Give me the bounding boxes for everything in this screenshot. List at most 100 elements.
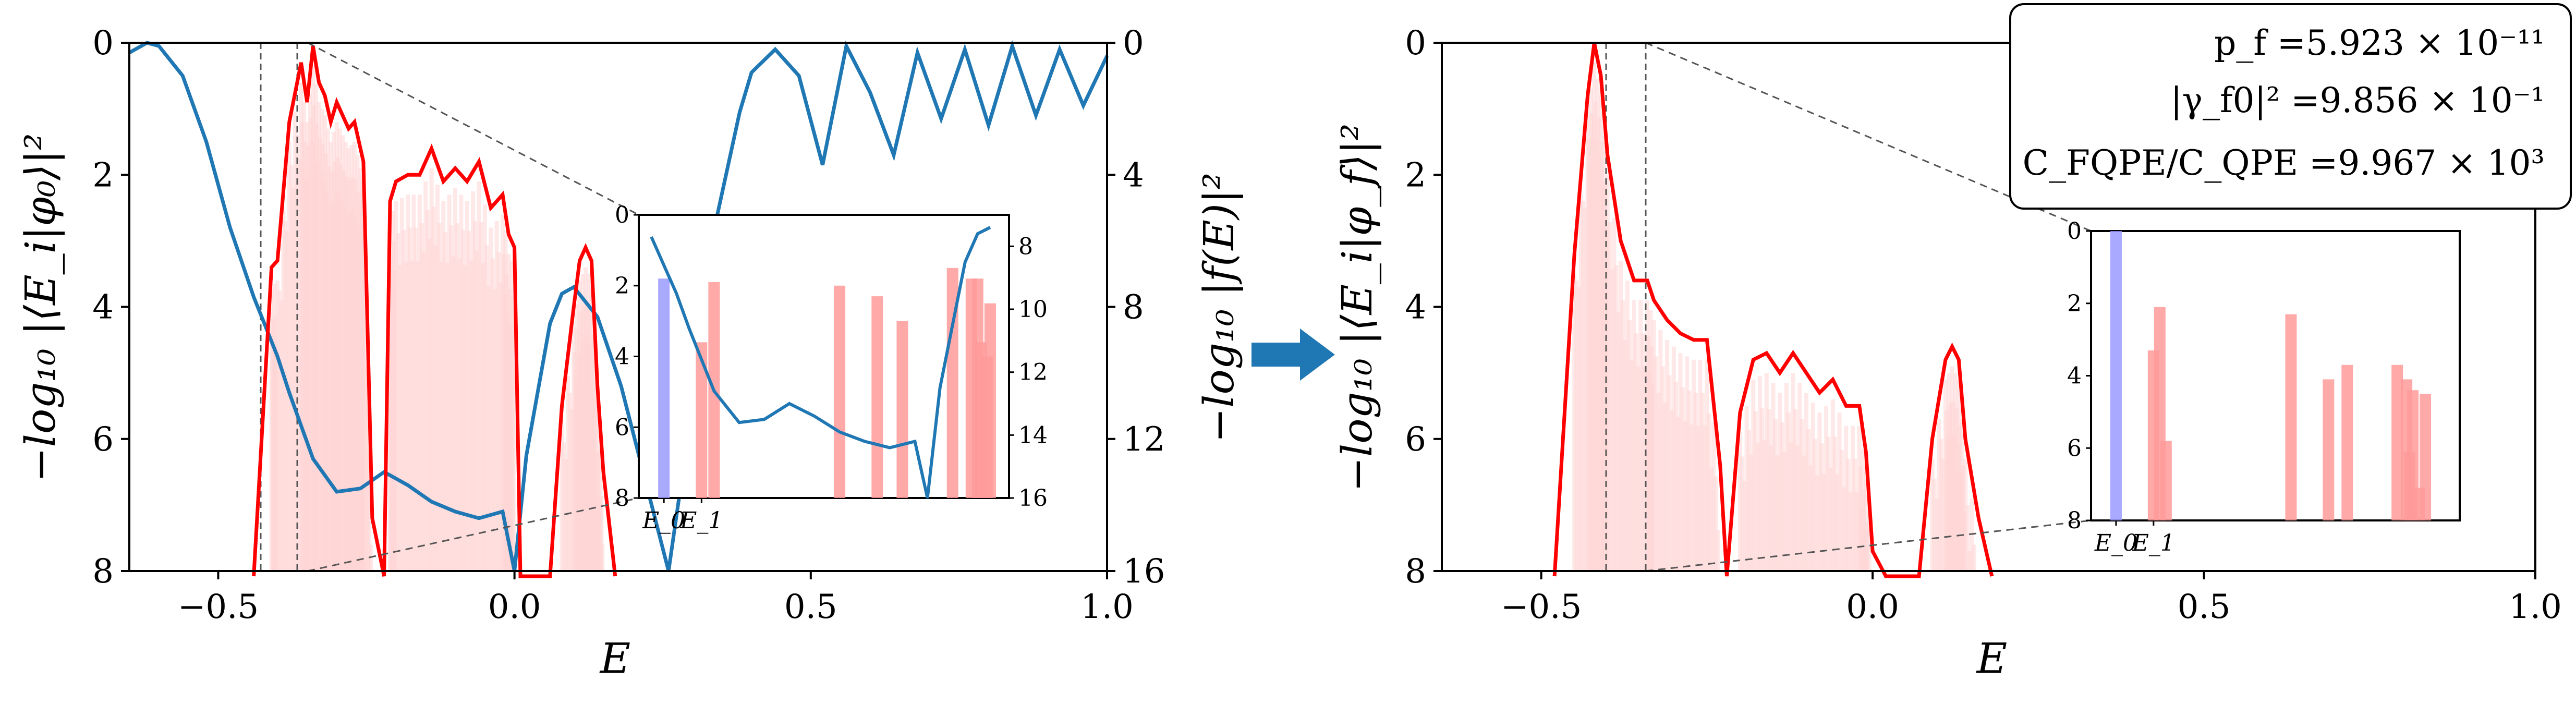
left-panel: −0.5 0.0 0.5 1.0 0 2 4 6 8 0 4 8 12 16 E −log₁₀ |⟨E_i… xyxy=(16,24,1243,683)
left-light-bars xyxy=(269,66,605,572)
overlap-envelope-curve xyxy=(252,45,617,578)
spectral-bar xyxy=(1630,359,1634,571)
spectral-bar xyxy=(1839,450,1844,571)
inset-bar xyxy=(658,278,670,498)
spectral-bar xyxy=(1680,387,1685,571)
spectral-bar xyxy=(1740,456,1745,571)
spectral-bar xyxy=(1808,465,1813,571)
spectral-bar xyxy=(1641,333,1645,571)
overlap-envelope-curve-final xyxy=(1552,42,1994,578)
inset-bar xyxy=(2391,365,2403,520)
transform-arrow xyxy=(1251,329,1335,381)
y2-tick-label: 0 xyxy=(1123,24,1144,63)
left-zoom-line-bottom xyxy=(307,497,639,572)
inset-y-tick-label: 0 xyxy=(615,202,629,228)
x-tick-label: 1.0 xyxy=(1080,588,1134,626)
y-tick-label: 0 xyxy=(1405,24,1426,63)
spectral-bar xyxy=(1744,406,1749,571)
spectral-bar xyxy=(1826,436,1831,571)
y-tick-label: 8 xyxy=(1405,552,1426,591)
y-tick-label: 6 xyxy=(1405,420,1426,459)
spectral-bar xyxy=(1778,393,1782,571)
spectral-bar xyxy=(1658,330,1663,571)
spectral-bar xyxy=(1934,498,1939,571)
inset-y-tick-label: 2 xyxy=(2067,290,2082,317)
spectral-bar xyxy=(1678,353,1683,571)
spectral-bar xyxy=(1683,421,1687,571)
spectral-bar xyxy=(1811,403,1815,571)
spectral-bar xyxy=(1751,379,1756,571)
annotation-box: p_f =5.923 × 10⁻¹¹ |γ_f0|² =9.856 × 10⁻¹… xyxy=(2009,3,2572,210)
annotation-line-cost: C_FQPE/C_QPE =9.967 × 10³ xyxy=(2023,143,2545,183)
spectral-bar xyxy=(1939,439,1943,571)
left-inset: 0 2 4 6 8 8 10 12 14 16 E_0E_1 xyxy=(615,202,1048,534)
spectral-bar xyxy=(1625,280,1630,571)
spectral-bar xyxy=(1691,359,1696,571)
spectral-bar xyxy=(1632,300,1636,571)
spectral-bar xyxy=(1665,339,1670,571)
inset-bar xyxy=(834,285,846,498)
inset-x-tick-label: E_0 xyxy=(642,507,685,534)
spectral-bar xyxy=(1775,455,1780,571)
x-tick-label: 1.0 xyxy=(2509,588,2562,626)
spectral-bar xyxy=(1795,445,1800,571)
spectral-bar xyxy=(1965,505,1970,571)
spectral-bar xyxy=(1700,393,1705,571)
inset-y2-tick-label: 10 xyxy=(1018,296,1048,323)
left-ticks: −0.5 0.0 0.5 1.0 0 2 4 6 8 0 4 8 12 16 xyxy=(92,24,1165,626)
spectral-bar xyxy=(1742,480,1747,571)
spectral-bar xyxy=(1578,195,1583,571)
y-tick-label: 6 xyxy=(92,420,114,459)
spectral-bar xyxy=(1671,346,1676,571)
spectral-bar xyxy=(1576,287,1581,571)
right-y-label: −log₁₀ |⟨E_i|φ_f⟩|² xyxy=(1333,124,1381,492)
annotation-line-gamma: |γ_f0|² =9.856 × 10⁻¹ xyxy=(2170,80,2545,120)
inset-y-tick-label: 6 xyxy=(615,414,629,441)
spectral-bar xyxy=(1755,443,1760,571)
inset-bar xyxy=(2420,394,2432,520)
spectral-bar xyxy=(1605,175,1610,571)
inset-bar xyxy=(984,303,996,498)
y2-tick-label: 8 xyxy=(1123,288,1144,327)
spectral-bar xyxy=(1784,383,1789,571)
x-tick-label: 0.5 xyxy=(784,588,837,626)
spectral-bar xyxy=(1972,544,1976,571)
spectral-bar xyxy=(1773,419,1778,571)
spectral-bar xyxy=(1782,452,1787,571)
spectral-bar xyxy=(1762,440,1767,571)
spectral-bar xyxy=(1621,300,1625,571)
spectral-bar xyxy=(1694,393,1698,571)
spectral-bar xyxy=(1581,201,1586,571)
spectral-bar xyxy=(1614,265,1619,571)
y-tick-label: 4 xyxy=(92,288,114,327)
spectral-bar xyxy=(1804,393,1808,571)
right-panel: −0.5 0.0 0.5 1.0 0 2 4 6 8 E −log₁₀ |⟨E_i|φ_f⟩|² xyxy=(1333,24,2562,683)
spectral-bar xyxy=(1850,426,1855,571)
spectral-bar xyxy=(1853,458,1857,571)
spectral-bar xyxy=(599,496,604,571)
annotation-line-pf: p_f =5.923 × 10⁻¹¹ xyxy=(2214,23,2545,63)
x-tick-label: 0.0 xyxy=(1846,588,1899,626)
inset-y-tick-label: 4 xyxy=(615,344,629,370)
spectral-bar xyxy=(1764,373,1769,571)
spectral-bar xyxy=(1789,442,1793,571)
spectral-bar xyxy=(1711,422,1716,571)
spectral-bar xyxy=(1656,393,1661,571)
inset-y2-tick-label: 8 xyxy=(1018,233,1033,260)
spectral-bar xyxy=(1766,409,1771,571)
spectral-bar xyxy=(1746,430,1751,571)
spectral-bar xyxy=(1662,403,1667,571)
spectral-bar xyxy=(1802,455,1806,571)
inset-bar xyxy=(871,296,883,498)
spectral-bar xyxy=(1758,376,1763,571)
inset-y-tick-label: 8 xyxy=(615,485,629,512)
left-inset-bars xyxy=(658,268,996,498)
spectral-bar xyxy=(1749,454,1754,571)
y-tick-label: 8 xyxy=(92,552,114,591)
spectral-bar xyxy=(1855,492,1860,571)
inset-y2-tick-label: 12 xyxy=(1018,359,1048,386)
spectral-bar xyxy=(1830,399,1835,571)
right-inset: 0 2 4 6 8 E_0E_1 xyxy=(2067,218,2461,556)
spectral-bar xyxy=(1791,373,1795,571)
spectral-bar xyxy=(1793,409,1797,571)
